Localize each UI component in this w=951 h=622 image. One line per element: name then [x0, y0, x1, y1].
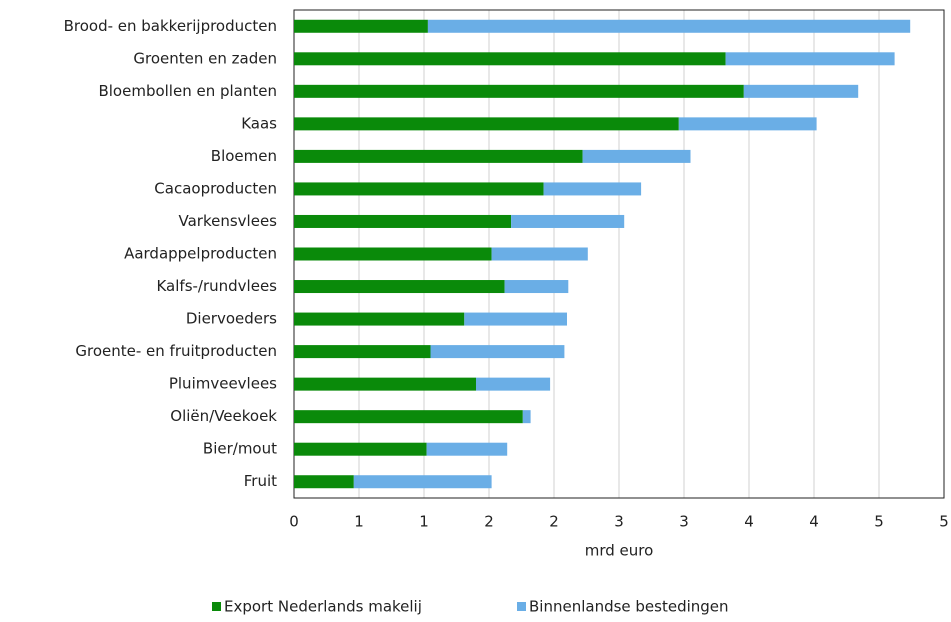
- bar: [294, 19, 428, 33]
- bar: [294, 117, 679, 131]
- x-tick-label: 2: [484, 513, 494, 531]
- y-tick-label: Groente- en fruitproducten: [75, 342, 277, 360]
- bar: [294, 377, 476, 391]
- bar: [294, 475, 354, 489]
- bar: [294, 280, 505, 294]
- bar: [294, 442, 427, 456]
- bar: [582, 149, 691, 163]
- y-tick-label: Oliën/Veekoek: [170, 407, 277, 425]
- y-tick-label: Bier/mout: [203, 440, 277, 458]
- y-tick-label: Fruit: [244, 472, 277, 490]
- bar: [294, 149, 583, 163]
- y-tick-label: Diervoeders: [186, 310, 277, 328]
- y-tick-label: Bloemen: [211, 147, 277, 165]
- x-axis-label: mrd euro: [585, 542, 654, 560]
- y-tick-label: Brood- en bakkerijproducten: [64, 17, 277, 35]
- y-tick-label: Aardappelproducten: [124, 245, 277, 263]
- x-tick-label: 4: [744, 513, 754, 531]
- x-tick-label: 2: [549, 513, 559, 531]
- bar: [511, 214, 625, 228]
- x-tick-label: 1: [419, 513, 429, 531]
- x-tick-label: 4: [809, 513, 819, 531]
- bar: [476, 377, 551, 391]
- bar: [294, 410, 523, 424]
- bar: [294, 247, 492, 261]
- y-tick-label: Groenten en zaden: [133, 49, 277, 67]
- bar: [430, 345, 565, 359]
- x-tick-label: 5: [874, 513, 884, 531]
- legend-swatch: [212, 602, 221, 611]
- bar: [504, 280, 569, 294]
- y-tick-label: Pluimveevlees: [169, 375, 277, 393]
- x-tick-label: 5: [939, 513, 949, 531]
- y-tick-label: Varkensvlees: [179, 212, 278, 230]
- bar: [678, 117, 817, 131]
- legend-label: Export Nederlands makelij: [224, 598, 422, 616]
- y-tick-label: Cacaoproducten: [154, 179, 277, 197]
- bar: [426, 442, 508, 456]
- legend-swatch: [517, 602, 526, 611]
- bar: [294, 84, 744, 98]
- y-tick-label: Bloembollen en planten: [98, 82, 277, 100]
- bar: [725, 52, 895, 66]
- bar: [294, 345, 431, 359]
- x-tick-label: 0: [289, 513, 299, 531]
- y-tick-label: Kalfs-/rundvlees: [156, 277, 277, 295]
- bar: [294, 182, 544, 196]
- x-tick-label: 1: [354, 513, 364, 531]
- bar: [464, 312, 567, 326]
- bar: [543, 182, 642, 196]
- y-tick-label: Kaas: [241, 114, 277, 132]
- bar: [294, 312, 465, 326]
- bar: [294, 52, 726, 66]
- legend-label: Binnenlandse bestedingen: [529, 598, 729, 616]
- bar: [294, 214, 512, 228]
- bar: [427, 19, 911, 33]
- x-tick-label: 3: [679, 513, 689, 531]
- bar: [491, 247, 588, 261]
- bar: [353, 475, 492, 489]
- x-tick-label: 3: [614, 513, 624, 531]
- bar: [522, 410, 531, 424]
- bar: [743, 84, 859, 98]
